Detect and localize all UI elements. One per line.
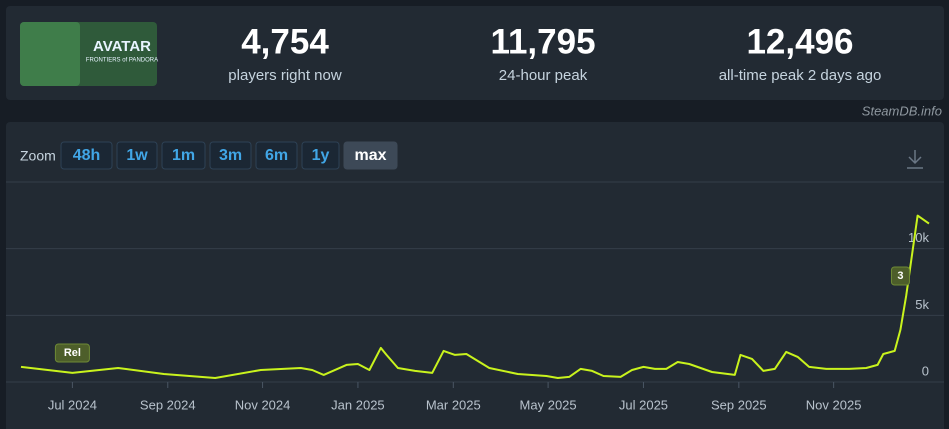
zoom-button-bg[interactable]	[60, 141, 113, 170]
series-line	[20, 214, 930, 379]
logo-art	[20, 22, 80, 86]
stat-value: 12,496	[746, 22, 853, 61]
plot: 0 5k 10k Jul 2024 Sep 2024 Nov 2024 Jan 2025 Ma…	[6, 181, 944, 412]
stat-value: 11,795	[490, 22, 595, 61]
stat-label: players right now	[228, 67, 342, 84]
annotation-text: 3	[897, 270, 903, 282]
zoom-button-bg[interactable]	[209, 141, 252, 170]
x-tick-label: Sep 2025	[711, 397, 767, 412]
stat-value: 4,754	[241, 22, 329, 61]
chart-panel	[6, 122, 944, 429]
x-tick-label: Nov 2024	[235, 397, 291, 412]
y-tick-label: 0	[922, 363, 929, 378]
x-tick-label: May 2025	[520, 397, 577, 412]
zoom-button[interactable]: 6m	[255, 141, 298, 170]
zoom-button[interactable]: 3m	[209, 141, 252, 170]
x-tick-label: Jul 2025	[619, 397, 668, 412]
annotation-text: Rel	[64, 347, 81, 359]
zoom-button[interactable]: 48h	[60, 141, 113, 170]
source: SteamDB.info	[862, 103, 942, 118]
zoom-button-label[interactable]: 48h	[73, 147, 101, 164]
zoom-button-label[interactable]: max	[354, 147, 386, 164]
download-icon[interactable]	[907, 150, 923, 169]
annotation-flag	[890, 266, 910, 286]
zoom-button[interactable]: 1w	[116, 141, 158, 170]
zoom-buttons: 48h 1w 1m 3m 6m 1y max	[60, 141, 398, 170]
x-tick-label: Nov 2025	[806, 397, 862, 412]
logo-title: AVATAR	[93, 38, 151, 55]
x-tick-label: Jan 2025	[331, 397, 385, 412]
annotation-flag	[54, 343, 90, 363]
zoom-button[interactable]: 1y	[301, 141, 340, 170]
zoom-button-bg[interactable]	[343, 141, 398, 170]
x-tick-label: Jul 2024	[48, 397, 97, 412]
zoom-button-label[interactable]: 1y	[312, 147, 330, 164]
x-tick-label: Mar 2025	[426, 397, 481, 412]
stats-panel	[6, 6, 944, 100]
zoom-button-label[interactable]: 3m	[219, 147, 242, 164]
zoom-button-label[interactable]: 6m	[265, 147, 288, 164]
y-tick-label: 10k	[908, 230, 929, 245]
zoom-button[interactable]: 1m	[161, 141, 206, 170]
zoom-button-bg[interactable]	[301, 141, 340, 170]
stat-label: all-time peak 2 days ago	[719, 67, 882, 84]
y-tick-label: 5k	[915, 297, 929, 312]
zoom-button[interactable]: max	[343, 141, 398, 170]
x-tick-label: Sep 2024	[140, 397, 196, 412]
zoom-button-bg[interactable]	[161, 141, 206, 170]
logo-subtitle: FRONTIERS of PANDORA	[86, 58, 158, 64]
zoom-button-label[interactable]: 1m	[172, 147, 195, 164]
zoom-label: Zoom	[20, 148, 56, 164]
zoom-button-bg[interactable]	[255, 141, 298, 170]
stat-label: 24-hour peak	[499, 67, 588, 84]
zoom-button-label[interactable]: 1w	[126, 147, 148, 164]
zoom-button-bg[interactable]	[116, 141, 158, 170]
